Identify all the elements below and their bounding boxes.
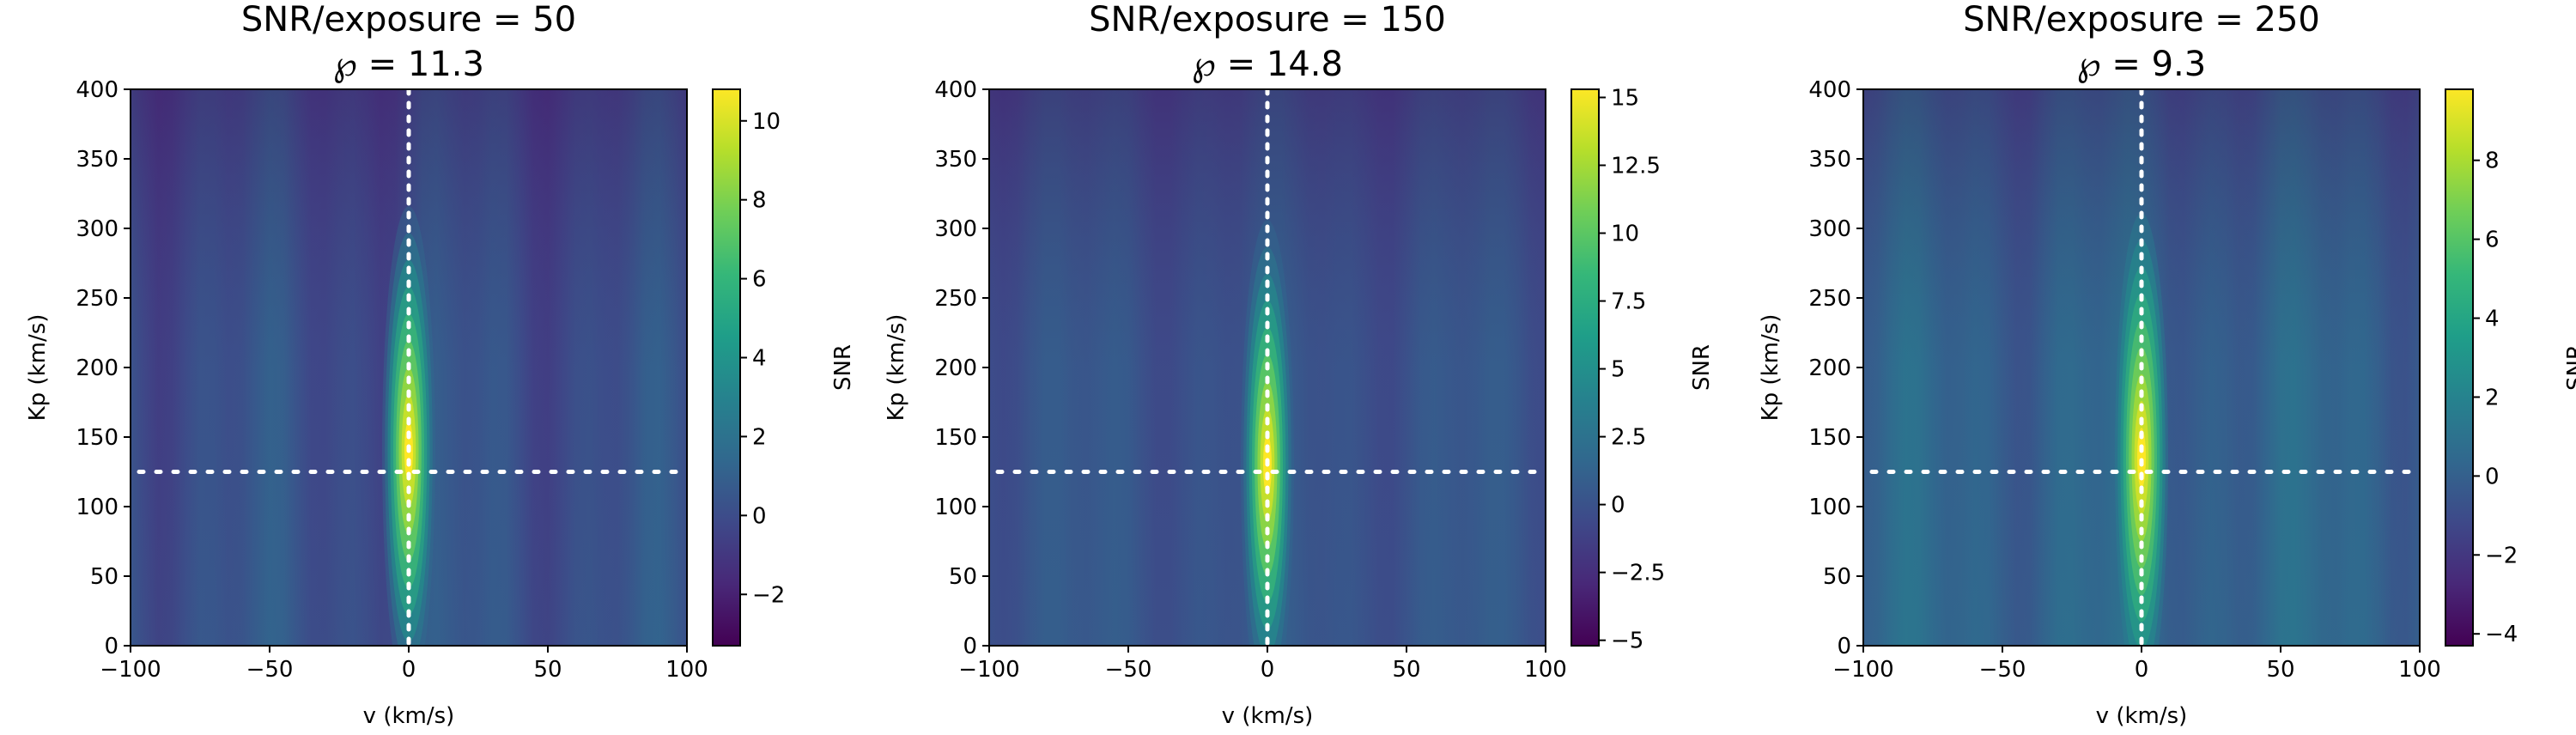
y-tick-label: 300 [76,216,118,242]
x-tick-label: 0 [402,657,416,683]
y-axis-label: Kp (km/s) [884,314,909,422]
y-tick-label: 350 [76,147,118,173]
x-tick-label: −100 [958,657,1019,683]
y-tick-label: 50 [1823,564,1851,590]
y-tick-label: 250 [76,286,118,312]
signal-contour [2137,428,2146,489]
colorbar-label: SNR [830,344,856,391]
colorbar-tick-label: 0 [1611,493,1625,519]
y-tick-label: 50 [90,564,118,590]
colorbar-tick-label: 0 [752,503,767,529]
x-tick-label: 100 [1524,657,1567,683]
y-tick-label: 300 [934,216,977,242]
colorbar-tick-label: 2 [752,424,767,450]
chart-subtitle: ℘ = 14.8 [1192,45,1343,84]
y-tick-label: 0 [963,634,977,659]
colorbar-label: SNR [1689,344,1715,391]
x-tick-label: 100 [665,657,708,683]
colorbar-tick-label: 0 [2485,464,2500,489]
y-tick-label: 100 [934,495,977,520]
x-axis-label: v (km/s) [1222,703,1314,729]
y-tick-label: 200 [934,355,977,381]
y-tick-label: 350 [934,147,977,173]
y-tick-label: 250 [1808,286,1851,312]
colorbar-tick-label: −2.5 [1611,561,1665,586]
colorbar-tick-label: 12.5 [1611,154,1661,179]
colorbar [1571,88,1600,647]
x-tick-label: −50 [1979,657,2026,683]
signal-peak [2115,213,2168,646]
x-tick-label: −100 [100,657,161,683]
colorbar-tick-label: 15 [1611,85,1639,111]
x-axis-label: v (km/s) [2096,703,2188,729]
x-tick-label: 100 [2398,657,2441,683]
colorbar-tick-label: 6 [752,267,767,293]
y-tick-label: 100 [76,495,118,520]
x-tick-label: 50 [533,657,562,683]
y-axis-label: Kp (km/s) [1758,314,1783,422]
chart-title: SNR/exposure = 250 [1963,0,2320,39]
colorbar [712,88,741,647]
y-tick-label: 150 [1808,425,1851,451]
x-tick-label: 50 [1392,657,1420,683]
y-tick-label: 0 [104,634,118,659]
y-tick-label: 400 [1808,77,1851,103]
y-tick-label: 400 [934,77,977,103]
x-tick-label: −100 [1832,657,1893,683]
y-tick-label: 0 [1837,634,1851,659]
chart-title: SNR/exposure = 50 [241,0,576,39]
chart-subtitle: ℘ = 9.3 [2077,45,2206,84]
colorbar-tick-label: 6 [2485,228,2500,253]
colorbar-tick-label: 4 [2485,307,2500,332]
y-tick-label: 150 [76,425,118,451]
y-tick-label: 150 [934,425,977,451]
y-tick-label: 50 [949,564,977,590]
colorbar-tick-label: 2 [2485,385,2500,410]
y-tick-label: 200 [1808,355,1851,381]
y-tick-label: 100 [1808,495,1851,520]
x-tick-label: 50 [2266,657,2294,683]
x-tick-label: −50 [246,657,294,683]
y-tick-label: 250 [934,286,977,312]
y-tick-label: 300 [1808,216,1851,242]
colorbar-tick-label: −2 [752,582,785,608]
colorbar-tick-label: 5 [1611,357,1625,383]
colorbar [2445,88,2474,647]
chart-subtitle: ℘ = 11.3 [333,45,484,84]
x-tick-label: 0 [2135,657,2149,683]
colorbar-tick-label: −5 [1611,629,1643,654]
colorbar-tick-label: −2 [2485,543,2518,568]
colorbar-tick-label: 2.5 [1611,425,1646,451]
y-tick-label: 400 [76,77,118,103]
panel-3: −100 −50 0 50 100 0 50 100 150 200 250 300 350 400 v (… [1758,0,2576,729]
colorbar-tick-label: 8 [752,188,767,214]
y-tick-label: 350 [1808,147,1851,173]
colorbar-label: SNR [2563,344,2576,391]
chart-title: SNR/exposure = 150 [1089,0,1446,39]
colorbar-tick-label: 10 [1611,222,1639,247]
colorbar-tick-label: −4 [2485,622,2518,647]
y-axis-label: Kp (km/s) [25,314,51,422]
colorbar-tick-label: 4 [752,346,767,372]
x-tick-label: 0 [1261,657,1275,683]
x-axis-label: v (km/s) [363,703,455,729]
colorbar-tick-label: 7.5 [1611,289,1646,315]
x-tick-label: −50 [1105,657,1152,683]
y-tick-label: 200 [76,355,118,381]
colorbar-tick-label: 8 [2485,149,2500,174]
colorbar-tick-label: 10 [752,109,781,135]
